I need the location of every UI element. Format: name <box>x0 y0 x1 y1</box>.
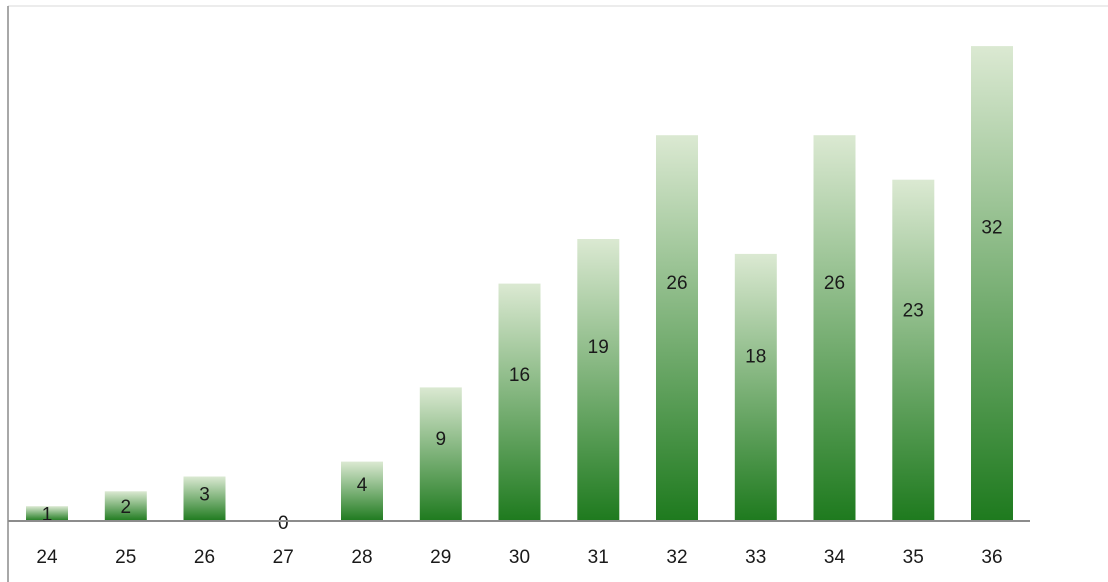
bar-33 <box>734 253 777 521</box>
x-tick-label-32: 32 <box>666 547 687 568</box>
data-label-30: 16 <box>509 365 530 386</box>
bar-group <box>26 46 1013 521</box>
x-tick-label-28: 28 <box>351 547 372 568</box>
x-tick-label-35: 35 <box>903 547 924 568</box>
data-label-33: 18 <box>745 346 766 367</box>
data-label-34: 26 <box>824 273 845 294</box>
x-tick-group: 24 25 26 27 28 29 30 31 32 33 34 35 36 <box>36 547 1002 568</box>
data-label-29: 9 <box>435 429 446 450</box>
data-label-24: 1 <box>42 505 53 526</box>
x-tick-label-24: 24 <box>36 547 58 568</box>
x-tick-label-36: 36 <box>981 547 1002 568</box>
bar-29 <box>419 387 462 521</box>
bar-35 <box>892 179 935 521</box>
x-tick-label-29: 29 <box>430 547 451 568</box>
x-tick-label-34: 34 <box>824 547 846 568</box>
bar-36 <box>971 46 1013 521</box>
bar-30 <box>498 283 541 521</box>
bar-24 <box>26 506 68 521</box>
bar-25 <box>104 491 147 521</box>
x-tick-label-31: 31 <box>588 547 609 568</box>
data-label-26: 3 <box>199 484 210 505</box>
bar-28 <box>341 461 383 521</box>
x-tick-label-33: 33 <box>745 547 766 568</box>
x-tick-label-26: 26 <box>194 547 215 568</box>
bar-32 <box>656 135 698 521</box>
x-tick-label-25: 25 <box>115 547 136 568</box>
data-label-35: 23 <box>903 300 924 321</box>
bar-31 <box>577 239 620 521</box>
bar-34 <box>813 135 856 521</box>
data-label-36: 32 <box>981 218 1002 239</box>
data-label-27: 0 <box>278 513 289 534</box>
data-label-32: 26 <box>666 273 687 294</box>
data-label-25: 2 <box>120 497 131 518</box>
bar-26 <box>183 476 226 521</box>
data-label-28: 4 <box>357 475 368 496</box>
x-tick-label-30: 30 <box>509 547 530 568</box>
x-tick-label-27: 27 <box>273 547 294 568</box>
data-label-31: 19 <box>588 337 609 358</box>
